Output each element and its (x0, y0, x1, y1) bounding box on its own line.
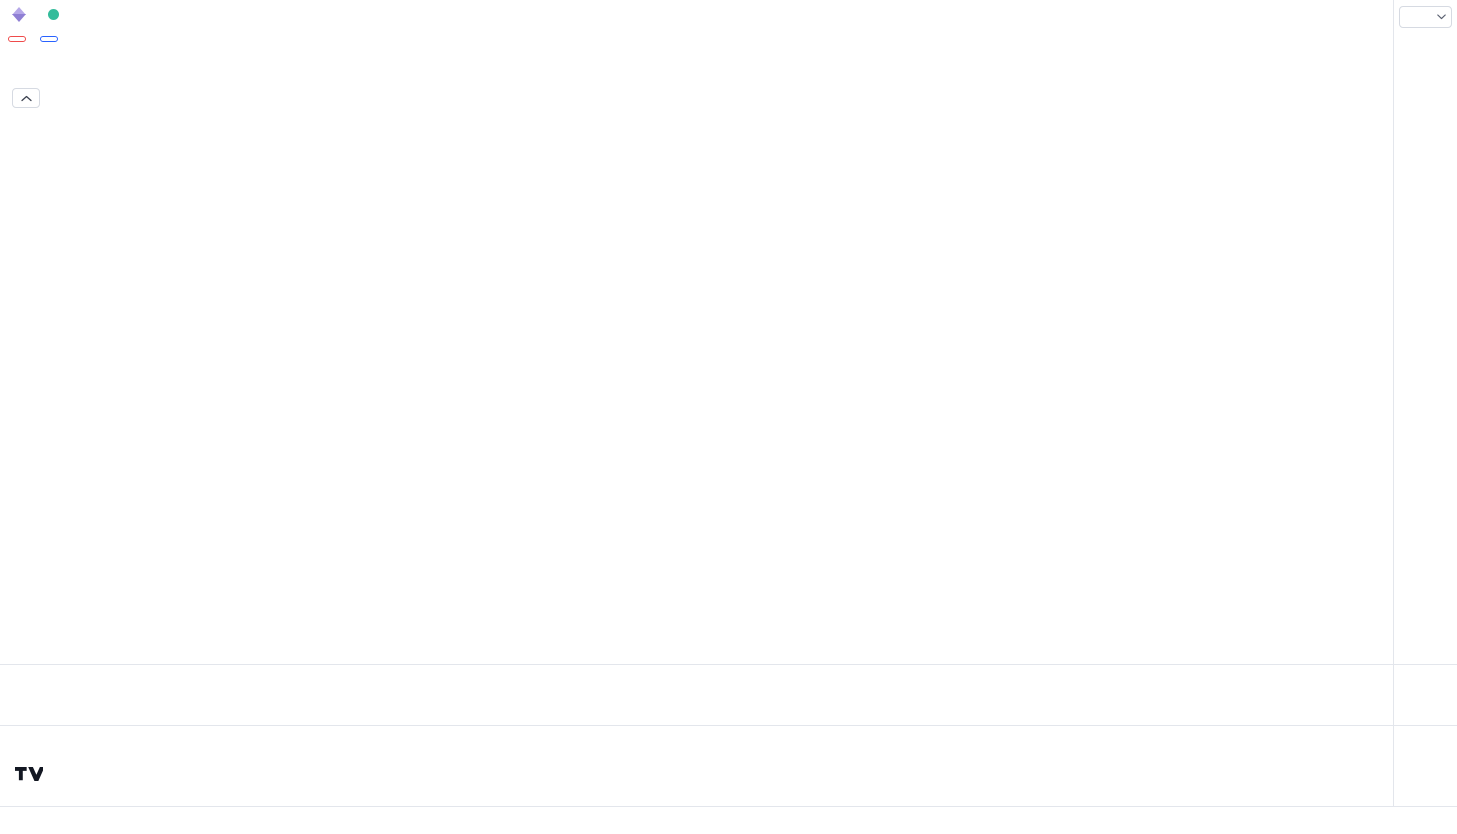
bid-price-tag[interactable] (8, 36, 26, 42)
ma-ribbon-legend[interactable] (12, 64, 35, 79)
chart-plot-area[interactable] (0, 0, 1393, 806)
market-open-dot (48, 8, 59, 20)
cci-pane[interactable] (0, 726, 1393, 806)
atr-pane-canvas (0, 665, 1393, 726)
axis-divider-2 (1394, 725, 1457, 726)
collapse-legend-button[interactable] (12, 88, 40, 108)
pane-divider-1 (0, 664, 1393, 665)
price-pane-canvas (0, 0, 1393, 665)
cci-legend[interactable] (12, 727, 17, 741)
atr-pane[interactable] (0, 665, 1393, 726)
price-pane[interactable] (0, 0, 1393, 665)
price-axis[interactable] (1393, 0, 1457, 806)
axis-divider-1 (1394, 664, 1457, 665)
chevron-down-icon (1437, 14, 1446, 20)
chart-header-legend (0, 0, 1393, 28)
currency-selector[interactable] (1399, 6, 1452, 28)
atr-legend[interactable] (12, 694, 17, 708)
pane-divider-2 (0, 725, 1393, 726)
ask-price-tag[interactable] (40, 36, 58, 42)
bid-ask-tags (8, 36, 58, 42)
chevron-up-icon (20, 95, 32, 101)
time-axis[interactable] (0, 806, 1457, 834)
ethereum-icon (12, 7, 26, 22)
tradingview-logo-icon[interactable] (15, 766, 43, 782)
cci-pane-canvas (0, 726, 1393, 806)
